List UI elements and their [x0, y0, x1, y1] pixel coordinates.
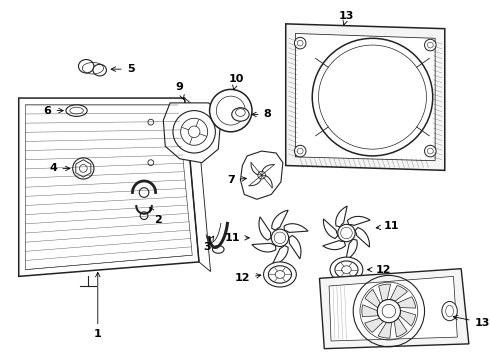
- Ellipse shape: [294, 145, 306, 157]
- Polygon shape: [284, 224, 308, 233]
- Polygon shape: [262, 175, 272, 188]
- Polygon shape: [252, 243, 276, 252]
- Polygon shape: [289, 235, 301, 259]
- Text: 5: 5: [111, 64, 134, 74]
- Text: 13: 13: [339, 11, 354, 25]
- Circle shape: [73, 158, 94, 179]
- Text: 8: 8: [252, 109, 271, 120]
- Text: 9: 9: [176, 82, 184, 99]
- Polygon shape: [249, 175, 262, 186]
- Polygon shape: [319, 269, 469, 349]
- Polygon shape: [323, 240, 345, 249]
- Polygon shape: [365, 318, 384, 332]
- Ellipse shape: [294, 37, 306, 49]
- Polygon shape: [378, 322, 392, 338]
- Text: 7: 7: [227, 175, 246, 185]
- Polygon shape: [323, 219, 338, 238]
- Polygon shape: [329, 276, 457, 341]
- Text: 6: 6: [44, 105, 63, 116]
- Polygon shape: [163, 103, 221, 163]
- Circle shape: [173, 111, 216, 153]
- Ellipse shape: [70, 107, 83, 114]
- Polygon shape: [346, 239, 357, 260]
- Polygon shape: [336, 206, 347, 227]
- Ellipse shape: [264, 262, 296, 287]
- Ellipse shape: [78, 59, 94, 73]
- Ellipse shape: [269, 266, 292, 283]
- Circle shape: [338, 224, 355, 242]
- Polygon shape: [262, 165, 274, 175]
- Text: 13: 13: [453, 315, 490, 328]
- Polygon shape: [272, 210, 288, 230]
- Ellipse shape: [424, 39, 436, 51]
- Text: 10: 10: [229, 74, 244, 90]
- Polygon shape: [379, 284, 391, 301]
- Text: 11: 11: [376, 221, 399, 231]
- Text: 3: 3: [203, 236, 214, 252]
- Polygon shape: [241, 151, 283, 199]
- Polygon shape: [362, 305, 378, 317]
- Polygon shape: [272, 246, 288, 266]
- Circle shape: [377, 300, 400, 323]
- Ellipse shape: [442, 301, 457, 321]
- Ellipse shape: [93, 64, 106, 76]
- Ellipse shape: [424, 145, 436, 157]
- Text: 1: 1: [94, 273, 101, 339]
- Polygon shape: [259, 217, 271, 240]
- Ellipse shape: [232, 108, 249, 121]
- Polygon shape: [355, 228, 369, 247]
- Polygon shape: [286, 24, 445, 170]
- Ellipse shape: [275, 271, 285, 278]
- Polygon shape: [394, 318, 407, 337]
- Ellipse shape: [330, 257, 363, 282]
- Text: 12: 12: [235, 273, 261, 283]
- Polygon shape: [251, 163, 262, 175]
- Circle shape: [271, 229, 289, 247]
- Text: 11: 11: [225, 233, 249, 243]
- Polygon shape: [399, 310, 416, 326]
- Text: 2: 2: [150, 207, 161, 225]
- Polygon shape: [347, 216, 370, 225]
- Polygon shape: [390, 285, 408, 301]
- Polygon shape: [365, 289, 380, 308]
- Text: 4: 4: [49, 163, 70, 174]
- Circle shape: [210, 89, 252, 132]
- Ellipse shape: [66, 105, 87, 116]
- Ellipse shape: [312, 38, 433, 156]
- Text: 12: 12: [368, 265, 391, 275]
- Circle shape: [216, 96, 245, 125]
- Polygon shape: [295, 33, 435, 161]
- Polygon shape: [397, 297, 416, 308]
- Ellipse shape: [335, 261, 358, 278]
- Ellipse shape: [342, 266, 351, 274]
